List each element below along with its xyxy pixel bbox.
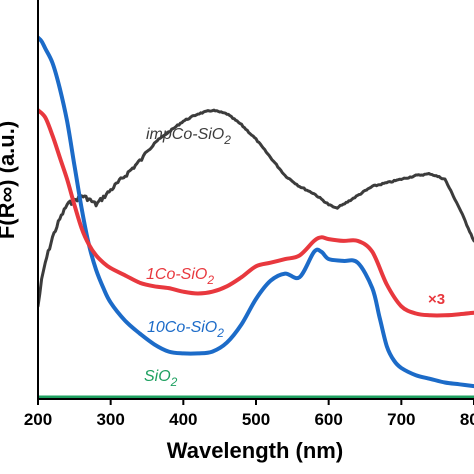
- series-line-co10: [38, 35, 474, 389]
- series-label-10co: 10Co-SiO2: [147, 319, 224, 340]
- x-tick-label: 500: [242, 410, 270, 429]
- series-line-impco: [38, 108, 474, 308]
- x-tick-label: 700: [387, 410, 415, 429]
- x-tick-label: 600: [314, 410, 342, 429]
- x-tick-label: 400: [169, 410, 197, 429]
- series-label-impco: impCo-SiO2: [146, 126, 231, 147]
- series-line-co1: [38, 108, 474, 318]
- x-tick-label: 800: [460, 410, 474, 429]
- x-axis-title: Wavelength (nm): [167, 438, 343, 463]
- series-label-1co: 1Co-SiO2: [146, 266, 214, 287]
- x-tick-label: 300: [96, 410, 124, 429]
- y-axis-title: F(R∞) (a.u.): [0, 121, 19, 239]
- series-label-sio2: SiO2: [144, 368, 178, 389]
- x-tick-group: 200 300 400 500 600 700 800: [24, 399, 474, 429]
- series-group: [38, 35, 474, 399]
- multiplier-annotation: ×3: [428, 291, 445, 308]
- x-tick-label: 200: [24, 410, 52, 429]
